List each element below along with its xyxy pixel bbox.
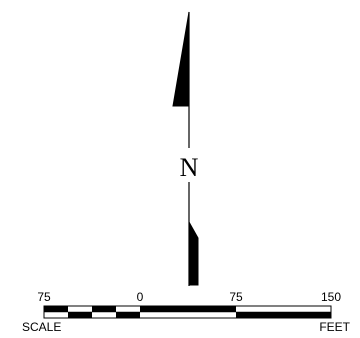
scale-segment bbox=[92, 312, 116, 318]
north-letter: N bbox=[180, 153, 199, 182]
scale-caption-left: SCALE bbox=[22, 320, 61, 334]
scale-tick-label: 75 bbox=[229, 290, 243, 304]
scale-tick-label: 75 bbox=[37, 290, 51, 304]
scale-bar: 75 0 75 150 SCALE FEET bbox=[22, 290, 351, 334]
scale-segment bbox=[236, 312, 331, 318]
scale-segment bbox=[44, 306, 68, 312]
scale-tick-label: 0 bbox=[137, 290, 144, 304]
scale-segment bbox=[236, 306, 331, 312]
scale-segment bbox=[92, 306, 116, 312]
scale-segment bbox=[116, 306, 140, 312]
scale-tick-label: 150 bbox=[321, 290, 341, 304]
scale-segment bbox=[44, 312, 68, 318]
scale-caption-right: FEET bbox=[319, 320, 350, 334]
scale-segment bbox=[116, 312, 140, 318]
north-arrow-upper-flag bbox=[172, 11, 190, 107]
north-arrow-lower-flag bbox=[188, 220, 199, 286]
north-arrow: N bbox=[172, 11, 202, 286]
north-letter-backing bbox=[176, 148, 202, 182]
scale-bar-segments bbox=[43, 305, 332, 319]
scale-segment bbox=[68, 312, 92, 318]
scale-segment bbox=[68, 306, 92, 312]
scale-segment bbox=[140, 306, 236, 312]
scale-segment bbox=[140, 312, 236, 318]
